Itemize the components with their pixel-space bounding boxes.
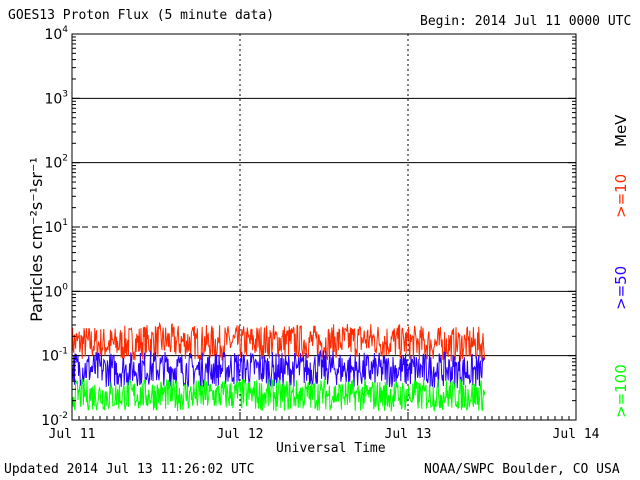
series-line-100 [71, 378, 486, 413]
y-tick-label: 103 [44, 89, 68, 107]
y-tick-label: 101 [44, 218, 68, 236]
begin-time: Begin: 2014 Jul 11 0000 UTC [420, 14, 632, 29]
y-tick-exponent: -2 [59, 411, 68, 421]
y-axis-label: Particles cm⁻²s⁻¹sr⁻¹ [26, 157, 46, 322]
y-tick-exponent: 3 [62, 89, 68, 99]
legend-series-10: >=10 [612, 173, 630, 218]
legend-series-100: >=100 [612, 364, 630, 418]
y-tick-label: 100 [44, 282, 68, 300]
x-tick-label: Jul 12 [217, 427, 264, 442]
y-tick-label: 10-1 [41, 347, 68, 365]
y-tick-exponent: 1 [62, 218, 68, 228]
legend-series-50: >=50 [612, 265, 630, 310]
y-tick-label: 102 [44, 154, 68, 172]
tick-layer: 1 0 -2 10-1 100 101 102 103 104 Jul 11 Jul 12 Jul 1… [41, 25, 599, 442]
y-tick-label: 104 [44, 25, 68, 43]
x-axis-label: Universal Time [276, 441, 386, 456]
updated-time: Updated 2014 Jul 13 11:26:02 UTC [4, 462, 255, 477]
y-tick-exponent: 4 [62, 25, 68, 35]
y-tick-exponent: -1 [59, 347, 68, 357]
series-line-10 [71, 321, 486, 362]
series-line-50 [71, 349, 485, 389]
chart-title: GOES13 Proton Flux (5 minute data) [8, 8, 275, 23]
x-tick-label: Jul 14 [553, 427, 600, 442]
legend-unit: MeV [612, 114, 630, 147]
y-tick-exponent: 0 [62, 282, 68, 292]
y-tick-exponent: 2 [62, 154, 68, 164]
series-layer [71, 321, 486, 413]
x-tick-label: Jul 13 [385, 427, 432, 442]
x-tick-label: Jul 11 [49, 427, 96, 442]
source-credit: NOAA/SWPC Boulder, CO USA [424, 462, 620, 477]
